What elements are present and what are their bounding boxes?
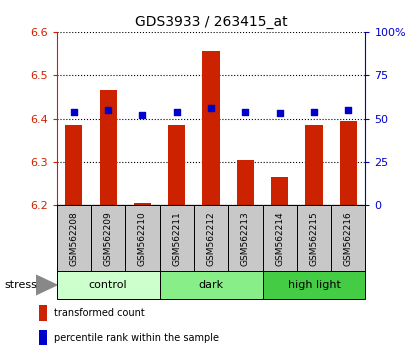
Polygon shape — [36, 275, 57, 295]
Text: GSM562212: GSM562212 — [207, 212, 215, 266]
Point — [173, 109, 180, 114]
FancyBboxPatch shape — [57, 271, 160, 299]
Text: control: control — [89, 280, 127, 290]
FancyBboxPatch shape — [262, 205, 297, 273]
Point — [139, 112, 146, 118]
Bar — [202, 51, 220, 205]
Bar — [168, 125, 185, 205]
Point — [276, 110, 283, 116]
FancyBboxPatch shape — [57, 205, 91, 273]
Bar — [39, 330, 47, 346]
Bar — [65, 125, 82, 205]
Text: GSM562208: GSM562208 — [69, 212, 79, 266]
Point — [310, 109, 318, 114]
Bar — [39, 305, 47, 321]
Text: GSM562211: GSM562211 — [172, 212, 181, 266]
Bar — [237, 160, 254, 205]
Bar — [305, 125, 323, 205]
Text: GSM562215: GSM562215 — [310, 212, 318, 266]
Title: GDS3933 / 263415_at: GDS3933 / 263415_at — [135, 16, 287, 29]
FancyBboxPatch shape — [125, 205, 160, 273]
FancyBboxPatch shape — [297, 205, 331, 273]
Text: GSM562210: GSM562210 — [138, 212, 147, 266]
Text: GSM562214: GSM562214 — [275, 212, 284, 266]
FancyBboxPatch shape — [228, 205, 262, 273]
Text: high light: high light — [288, 280, 340, 290]
Point — [345, 107, 352, 113]
Bar — [340, 121, 357, 205]
FancyBboxPatch shape — [91, 205, 125, 273]
Text: transformed count: transformed count — [54, 308, 144, 318]
FancyBboxPatch shape — [160, 271, 262, 299]
Text: GSM562216: GSM562216 — [344, 212, 353, 266]
FancyBboxPatch shape — [262, 271, 365, 299]
Bar — [100, 90, 117, 205]
Text: GSM562213: GSM562213 — [241, 212, 250, 266]
Point — [242, 109, 249, 114]
Point — [208, 105, 215, 111]
Text: percentile rank within the sample: percentile rank within the sample — [54, 333, 219, 343]
Point — [105, 107, 112, 113]
Text: GSM562209: GSM562209 — [104, 212, 113, 266]
FancyBboxPatch shape — [194, 205, 228, 273]
Bar — [271, 177, 288, 205]
FancyBboxPatch shape — [160, 205, 194, 273]
Point — [71, 109, 77, 114]
Text: stress: stress — [4, 280, 37, 290]
FancyBboxPatch shape — [331, 205, 365, 273]
Bar — [134, 203, 151, 205]
Text: dark: dark — [199, 280, 223, 290]
